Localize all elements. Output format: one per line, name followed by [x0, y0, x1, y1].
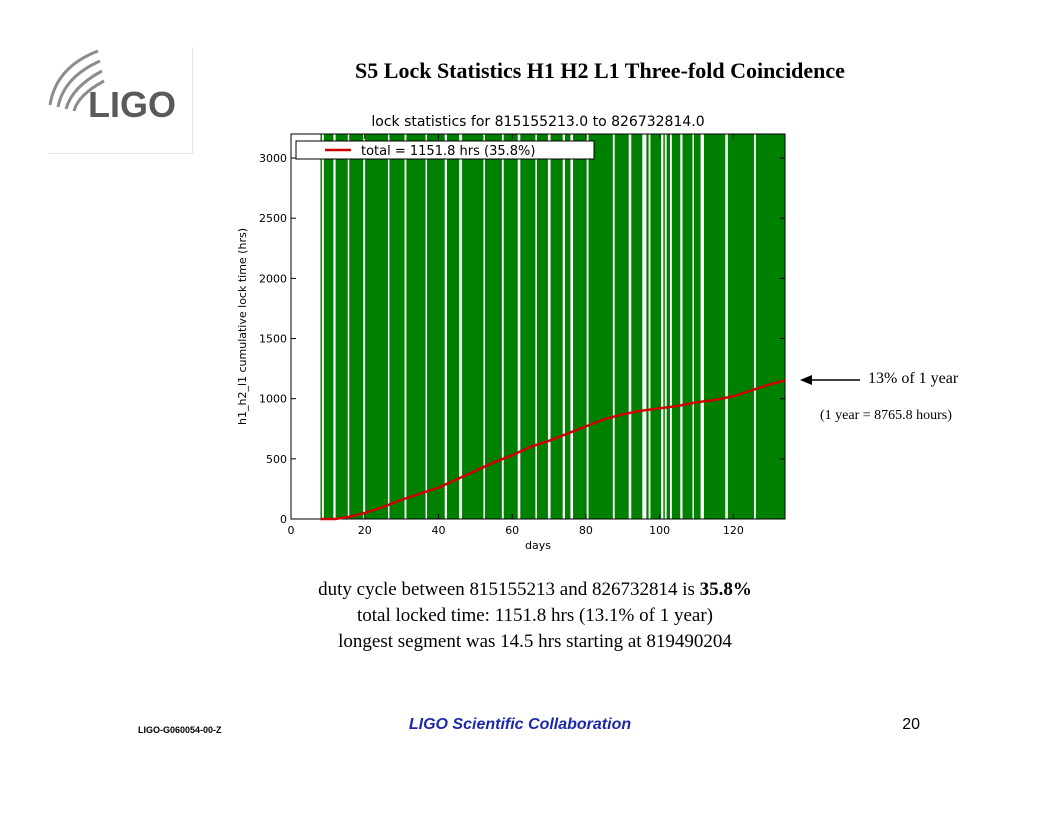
y-tick-label: 1500 — [259, 333, 287, 346]
unlocked-gap — [291, 134, 321, 519]
unlocked-gap — [425, 134, 428, 519]
y-tick-label: 2000 — [259, 272, 287, 285]
unlocked-gap — [754, 134, 756, 519]
unlocked-gap — [501, 134, 504, 519]
logo-wordmark: LIGO — [88, 84, 176, 125]
unlocked-gap — [387, 134, 390, 519]
x-tick-label: 60 — [505, 524, 519, 537]
unlocked-gap — [483, 134, 485, 519]
unlocked-gap — [648, 134, 651, 519]
unlocked-gap — [547, 134, 551, 519]
unlocked-gap — [570, 134, 574, 519]
x-tick-label: 40 — [431, 524, 445, 537]
annotation-label: 13% of 1 year — [868, 370, 959, 387]
x-tick-label: 20 — [358, 524, 372, 537]
y-tick-label: 500 — [266, 453, 287, 466]
summary-text: duty cycle between 815155213 and 8267328… — [200, 577, 870, 655]
unlocked-gap — [517, 134, 521, 519]
footer-page-number: 20 — [902, 716, 920, 733]
unlocked-gap — [459, 134, 463, 519]
chart-title: lock statistics for 815155213.0 to 82673… — [371, 114, 704, 130]
unlocked-gap — [661, 134, 664, 519]
cumulative-lock-line — [320, 379, 786, 521]
unlocked-gap — [664, 134, 667, 519]
unlocked-gap — [535, 134, 537, 519]
annotation: 13% of 1 year (1 year = 8765.8 hours) — [800, 368, 1040, 428]
y-tick-label: 0 — [280, 513, 287, 526]
x-tick-label: 120 — [723, 524, 744, 537]
summary-line-1: duty cycle between 815155213 and 8267328… — [318, 579, 752, 600]
duty-cycle-value: 35.8% — [699, 579, 752, 600]
unlocked-gap — [404, 134, 407, 519]
unlocked-gap — [628, 134, 632, 519]
unlocked-gap — [321, 134, 324, 519]
unlocked-gap — [612, 134, 615, 519]
unlocked-gap — [333, 134, 336, 519]
unlocked-gap — [347, 134, 350, 519]
x-tick-label: 0 — [288, 524, 295, 537]
locked-region — [291, 134, 785, 519]
y-tick-label: 3000 — [259, 152, 287, 165]
slide-title: S5 Lock Statistics H1 H2 L1 Three-fold C… — [355, 58, 845, 83]
left-arrow-icon — [800, 375, 860, 385]
unlocked-gap — [444, 134, 447, 519]
x-axis-label: days — [525, 539, 551, 552]
legend-box — [295, 140, 595, 160]
unlocked-gap — [363, 134, 366, 519]
lock-statistics-chart: lock statistics for 815155213.0 to 82673… — [228, 102, 798, 556]
unlocked-gap — [725, 134, 728, 519]
footer-collaboration: LIGO Scientific Collaboration — [408, 716, 632, 733]
summary-line-2: total locked time: 1151.8 hrs (13.1% of … — [357, 605, 713, 626]
unlocked-gap — [700, 134, 704, 519]
chart-svg: lock statistics for 815155213.0 to 82673… — [236, 114, 786, 552]
unlocked-gap — [680, 134, 683, 519]
unlocked-gap — [642, 134, 647, 519]
x-tick-label: 100 — [649, 524, 670, 537]
y-tick-label: 1000 — [259, 393, 287, 406]
legend-entry: total = 1151.8 hrs (35.8%) — [361, 144, 535, 159]
y-axis-label: h1_h2_l1 cumulative lock time (hrs) — [236, 228, 249, 425]
ligo-logo: LIGO — [48, 47, 193, 154]
plot-frame — [290, 133, 786, 520]
annotation-sub: (1 year = 8765.8 hours) — [820, 408, 952, 423]
summary-line-3: longest segment was 14.5 hrs starting at… — [338, 631, 732, 652]
unlocked-gap — [669, 134, 672, 519]
footer-doc-id: LIGO-G060054-00-Z — [138, 725, 222, 735]
unlocked-gap — [692, 134, 694, 519]
y-tick-label: 2500 — [259, 212, 287, 225]
unlocked-gap — [586, 134, 589, 519]
x-tick-label: 80 — [579, 524, 593, 537]
unlocked-gap — [562, 134, 565, 519]
